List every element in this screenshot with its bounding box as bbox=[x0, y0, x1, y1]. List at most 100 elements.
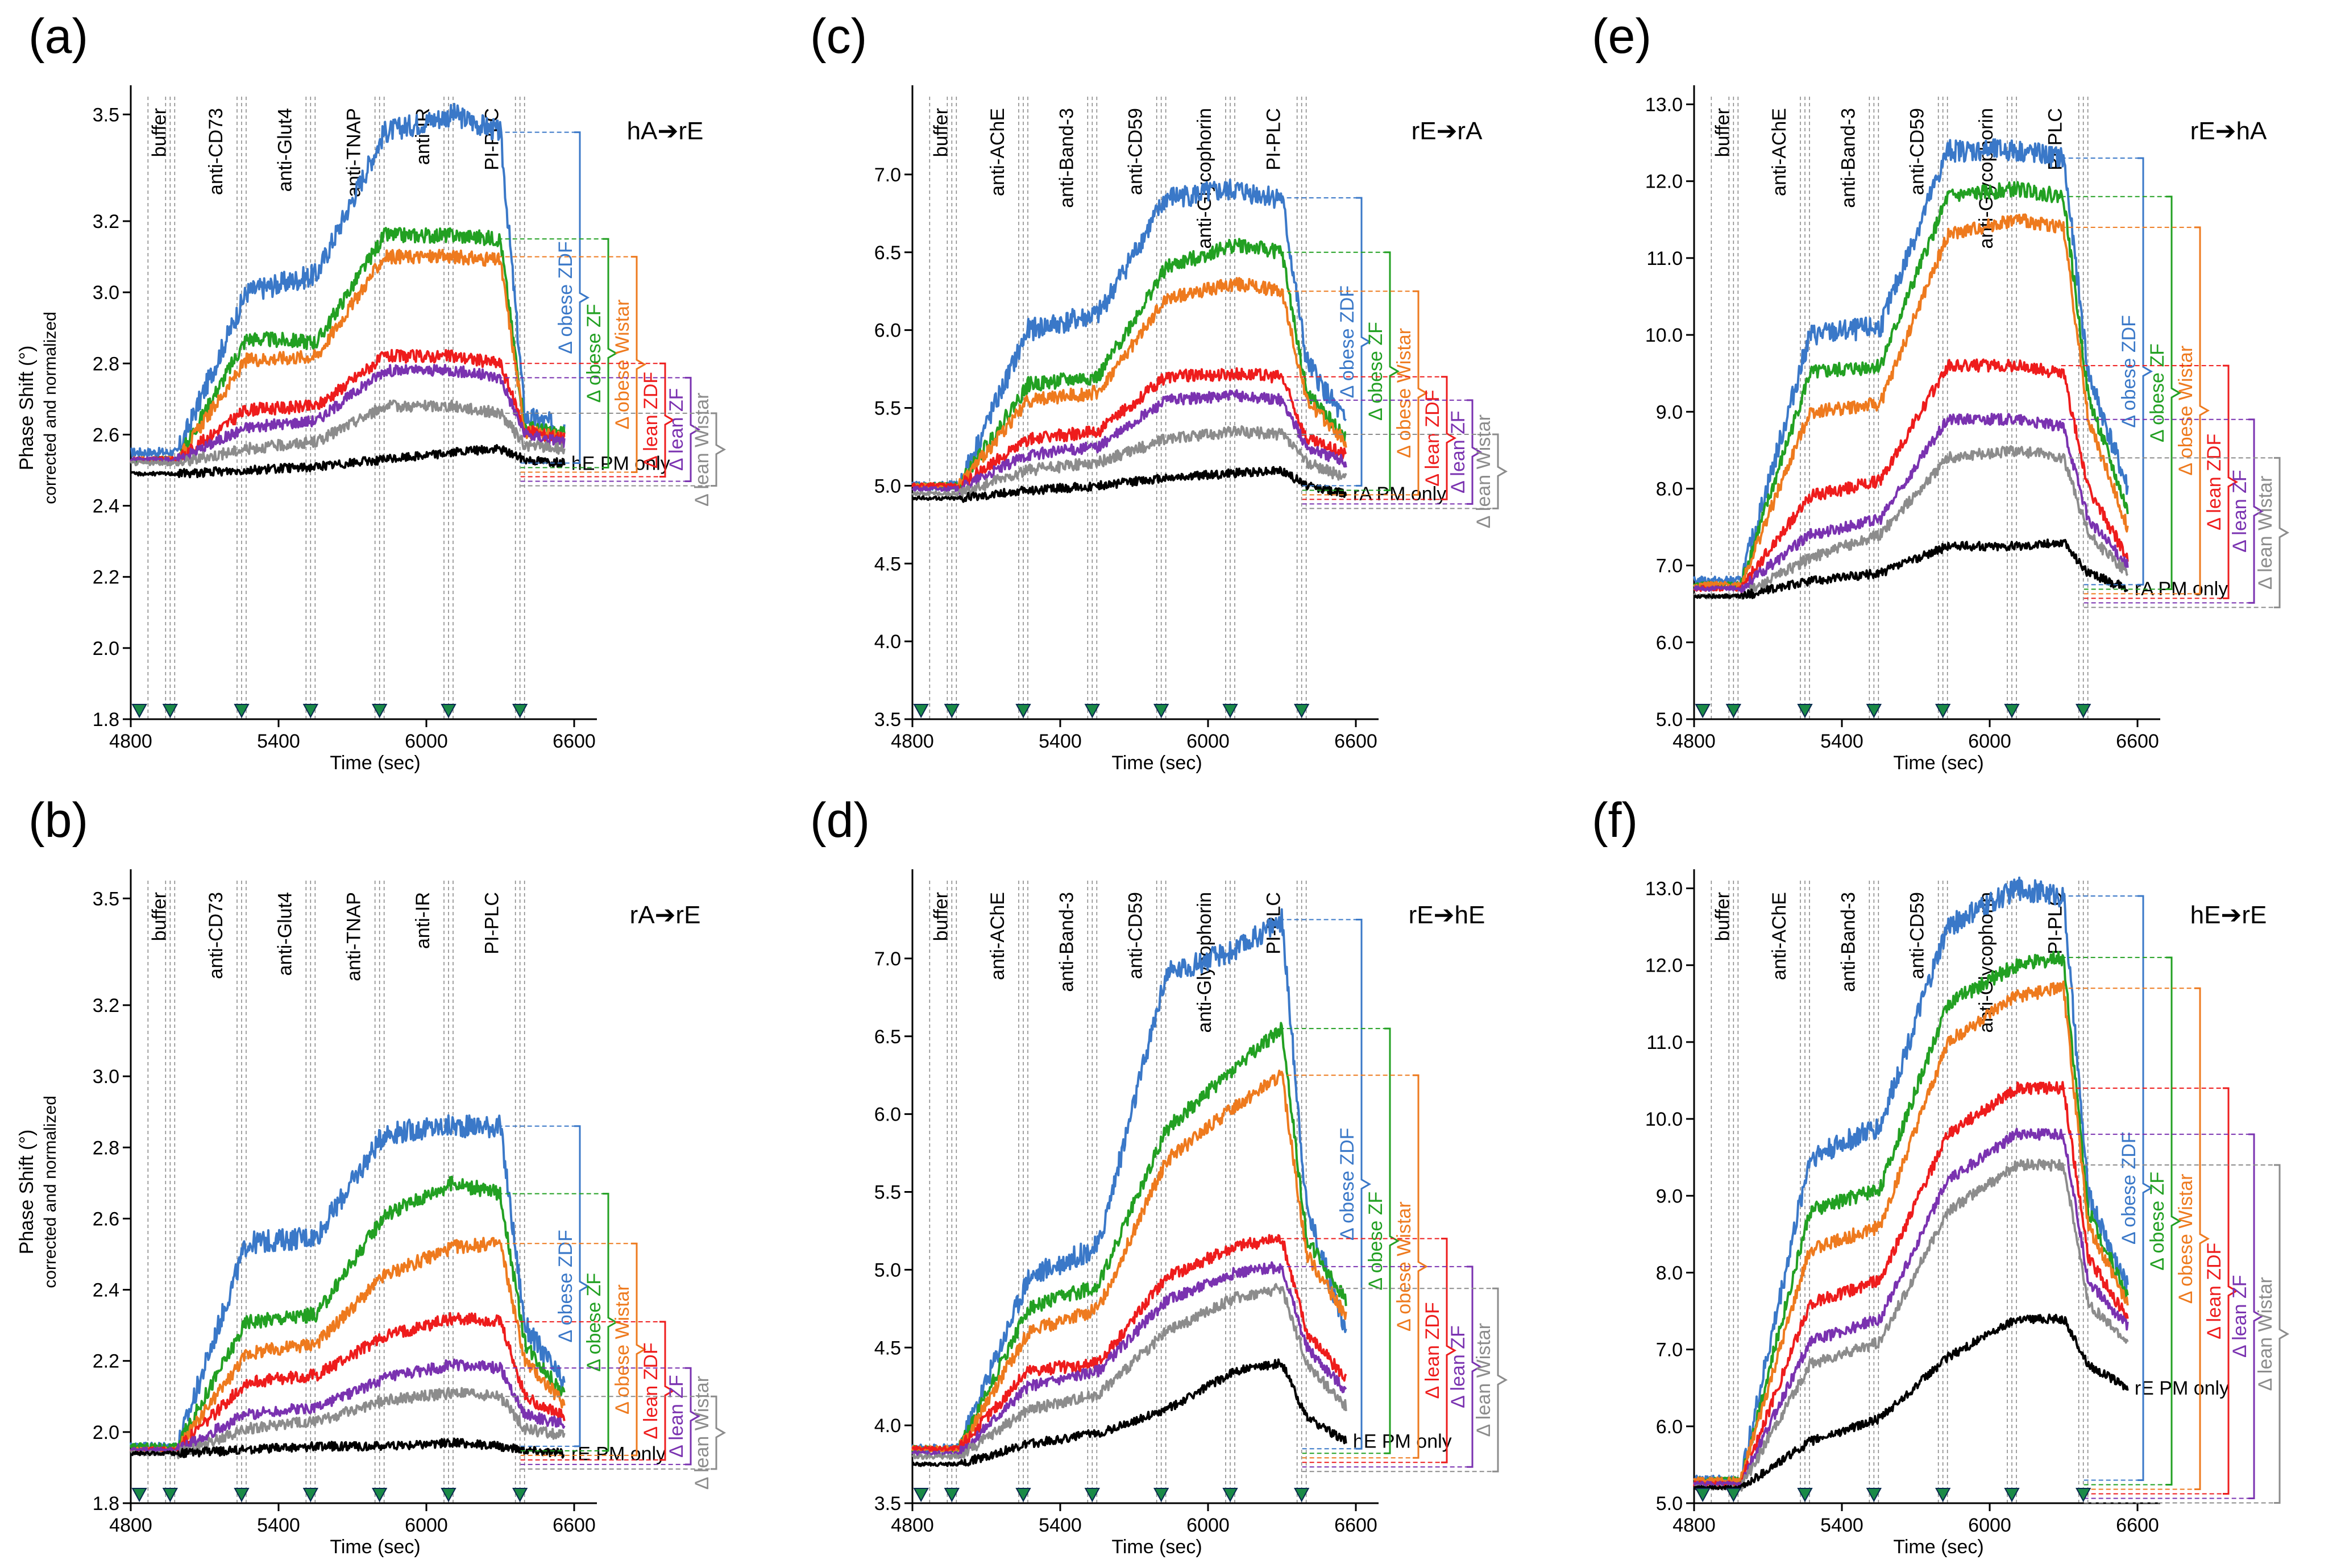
series-line bbox=[130, 1114, 566, 1452]
y-tick-label: 12.0 bbox=[1645, 171, 1683, 193]
x-axis-label: Time (sec) bbox=[330, 752, 420, 774]
injection-label: anti-IR bbox=[412, 892, 434, 949]
x-tick-label: 4800 bbox=[109, 731, 152, 752]
series-line bbox=[130, 248, 566, 464]
injection-arrow bbox=[1293, 1488, 1310, 1503]
injection-arrow bbox=[131, 1488, 147, 1503]
delta-bracket bbox=[2138, 895, 2153, 1481]
x-tick-label: 6600 bbox=[2116, 1515, 2159, 1536]
y-tick-label: 3.5 bbox=[874, 709, 901, 731]
delta-bracket bbox=[631, 256, 647, 473]
series-line bbox=[1693, 358, 2129, 595]
injection-arrow bbox=[1797, 704, 1813, 719]
chart-svg: buffer anti-CD73 anti-Glut4 anti-TNAP anti-I… bbox=[16, 85, 727, 774]
injection-arrow bbox=[441, 1488, 456, 1503]
series-line bbox=[130, 1387, 566, 1459]
delta-label: Δ lean ZF bbox=[666, 388, 687, 471]
x-tick-label: 5400 bbox=[257, 731, 300, 752]
panel-label: (b) bbox=[28, 793, 89, 848]
y-tick-label: 3.5 bbox=[93, 888, 119, 910]
chart-panel-b: (b) buffer anti-CD73 anti-Glut4 anti-TNAP an… bbox=[0, 784, 782, 1568]
injection-arrow bbox=[131, 704, 147, 719]
x-tick-label: 5400 bbox=[1820, 731, 1863, 752]
series-line bbox=[130, 1358, 566, 1454]
injection-label: PI-PLC bbox=[481, 892, 503, 955]
x-axis-label: Time (sec) bbox=[1893, 752, 1983, 774]
delta-label: Δ lean Wistar bbox=[691, 1376, 713, 1490]
chart-svg: buffer anti-CD73 anti-Glut4 anti-TNAP anti-I… bbox=[16, 869, 727, 1558]
injection-label: anti-CD59 bbox=[1125, 892, 1147, 979]
delta-label: Δ lean ZDF bbox=[2203, 434, 2225, 530]
injection-label: anti-Band-3 bbox=[1837, 892, 1859, 992]
series-line bbox=[130, 102, 566, 458]
series-line bbox=[130, 1175, 566, 1451]
x-tick-label: 6000 bbox=[405, 1515, 448, 1536]
injection-arrow bbox=[162, 1488, 179, 1503]
chart-svg: buffer anti-AChE anti-Band-3 anti-CD59 anti-… bbox=[874, 869, 1508, 1558]
delta-label: Δ lean ZF bbox=[666, 1375, 687, 1458]
delta-bracket bbox=[659, 362, 675, 478]
series-line bbox=[130, 399, 566, 467]
x-tick-label: 5400 bbox=[1820, 1515, 1863, 1536]
x-tick-label: 6000 bbox=[405, 731, 448, 752]
delta-bracket bbox=[2194, 226, 2210, 595]
injection-arrow bbox=[1084, 1488, 1101, 1503]
series-line bbox=[130, 444, 566, 479]
chart-svg: buffer anti-AChE anti-Band-3 anti-CD59 anti-… bbox=[1645, 869, 2290, 1558]
delta-bracket bbox=[711, 412, 727, 487]
injection-label: anti-AChE bbox=[1769, 108, 1790, 196]
series-line bbox=[1693, 181, 2129, 589]
injection-label: anti-TNAP bbox=[343, 892, 365, 981]
delta-bracket bbox=[711, 1395, 727, 1470]
y-tick-label: 3.2 bbox=[93, 211, 119, 233]
y-tick-label: 6.0 bbox=[1656, 1416, 1683, 1438]
series-line bbox=[911, 1234, 1347, 1452]
delta-bracket bbox=[574, 131, 590, 464]
delta-label: Δ obese ZF bbox=[2147, 343, 2168, 442]
injection-label: anti-Band-3 bbox=[1056, 108, 1077, 208]
x-tick-label: 5400 bbox=[257, 1515, 300, 1536]
injection-label: PI-PLC bbox=[1263, 108, 1284, 171]
chart-svg: buffer anti-AChE anti-Band-3 anti-CD59 anti-… bbox=[1645, 85, 2290, 774]
delta-label: Δ lean Wistar bbox=[2255, 1277, 2276, 1391]
series-line bbox=[1693, 980, 2129, 1484]
series-line bbox=[1694, 951, 2129, 1484]
y-tick-label: 8.0 bbox=[1656, 1262, 1683, 1284]
y-tick-label: 6.5 bbox=[874, 1026, 901, 1048]
y-tick-label: 2.2 bbox=[93, 567, 119, 588]
y-axis-label-2: corrected and normalized bbox=[41, 1096, 60, 1288]
injection-label: anti-Glut4 bbox=[274, 108, 296, 192]
delta-bracket bbox=[2274, 457, 2290, 608]
delta-bracket bbox=[685, 376, 701, 482]
delta-bracket bbox=[603, 238, 619, 468]
x-tick-label: 6600 bbox=[2116, 731, 2159, 752]
delta-label: Δ lean Wistar bbox=[2255, 476, 2276, 590]
y-tick-label: 11.0 bbox=[1646, 248, 1683, 269]
x-axis-label: Time (sec) bbox=[1111, 1536, 1202, 1558]
injection-label: buffer bbox=[930, 892, 952, 941]
delta-label: Δ lean Wistar bbox=[1473, 1323, 1495, 1437]
injection-label: anti-AChE bbox=[1769, 892, 1790, 980]
x-tick-label: 6000 bbox=[1968, 731, 2011, 752]
series-line bbox=[911, 238, 1347, 492]
injection-arrow bbox=[913, 704, 929, 719]
x-tick-label: 6600 bbox=[553, 1515, 596, 1536]
y-tick-label: 2.6 bbox=[93, 1208, 119, 1230]
series-line bbox=[911, 1358, 1347, 1467]
y-tick-label: 10.0 bbox=[1645, 325, 1683, 346]
x-tick-label: 4800 bbox=[891, 731, 934, 752]
injection-arrow bbox=[1153, 704, 1169, 719]
injection-arrow bbox=[1866, 704, 1882, 719]
y-axis-label-2: corrected and normalized bbox=[41, 312, 60, 504]
injection-label: anti-CD59 bbox=[1125, 108, 1147, 195]
x-tick-label: 4800 bbox=[891, 1515, 934, 1536]
delta-bracket bbox=[1356, 918, 1372, 1450]
injection-arrow bbox=[1725, 1488, 1742, 1503]
injection-label: anti-CD59 bbox=[1907, 892, 1928, 979]
injection-label: anti-CD73 bbox=[205, 892, 227, 979]
delta-label: Δ obese ZDF bbox=[2118, 1132, 2140, 1245]
chart-title: hA➔rE bbox=[627, 117, 704, 145]
series-line bbox=[911, 179, 1347, 492]
y-tick-label: 13.0 bbox=[1645, 94, 1683, 116]
y-tick-label: 8.0 bbox=[1656, 478, 1683, 500]
